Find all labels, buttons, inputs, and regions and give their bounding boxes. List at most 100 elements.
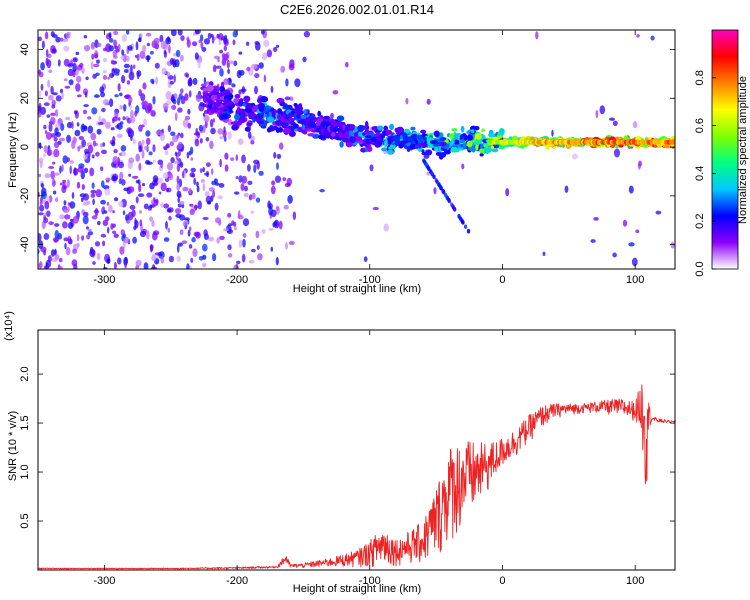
spectrogram-cell bbox=[48, 69, 53, 74]
spectrogram-cell bbox=[211, 180, 216, 186]
spectrogram-cell bbox=[44, 130, 48, 135]
spectrogram-cell bbox=[250, 140, 255, 145]
spectrogram-cell bbox=[427, 166, 431, 171]
spectrogram-cell bbox=[163, 203, 170, 209]
spectrogram-cell bbox=[50, 116, 56, 125]
spectrogram-cell bbox=[54, 223, 60, 227]
spectrogram-cell bbox=[176, 182, 180, 191]
spectrogram-cell bbox=[180, 88, 184, 94]
spectrogram-cell bbox=[214, 101, 220, 108]
spectrogram-cell bbox=[218, 39, 222, 46]
spectrogram-cell bbox=[160, 256, 164, 264]
spectrogram-cell bbox=[62, 221, 68, 229]
spectrogram-cell bbox=[317, 134, 326, 140]
spectrogram-cell bbox=[197, 200, 202, 210]
spectrogram-cell bbox=[664, 145, 670, 149]
spectrogram-cell bbox=[246, 66, 251, 72]
spectrogram-cell bbox=[128, 96, 133, 103]
spectrogram-cell bbox=[303, 30, 310, 38]
spectrogram-cell bbox=[39, 261, 43, 269]
spectrogram-cell bbox=[166, 208, 172, 213]
spectrogram-cell bbox=[89, 167, 95, 177]
spectrogram-cell bbox=[323, 115, 330, 120]
spectrogram-cell bbox=[146, 230, 150, 240]
spectrogram-cell bbox=[193, 177, 197, 186]
spectrogram-cell bbox=[63, 237, 69, 242]
spectrogram-cell bbox=[90, 132, 97, 141]
spectrogram-cell bbox=[127, 45, 133, 51]
spectrogram-cell bbox=[374, 140, 382, 147]
spectrogram-cell bbox=[187, 108, 191, 115]
spectrogram-cell bbox=[175, 49, 181, 58]
snr-marks bbox=[38, 354, 675, 570]
spectrogram-cell bbox=[176, 190, 182, 198]
spectrogram-cell bbox=[288, 240, 295, 246]
spectrogram-cell bbox=[145, 159, 150, 165]
spectrogram-cell bbox=[278, 220, 283, 230]
spectrogram-cell bbox=[53, 238, 58, 243]
spectrogram-cell bbox=[227, 68, 231, 75]
spectrogram-cell bbox=[50, 170, 56, 180]
spectrogram-cell bbox=[176, 97, 181, 106]
spectrogram-cell bbox=[43, 250, 47, 256]
spectrogram-cell bbox=[39, 160, 43, 169]
spectrogram-cell bbox=[462, 142, 467, 150]
spectrogram-cell bbox=[447, 198, 451, 204]
spectrogram-cell bbox=[441, 189, 445, 194]
spectrogram-cell bbox=[126, 127, 133, 135]
spectrogram-cell bbox=[203, 38, 211, 45]
spectrogram-cell bbox=[61, 185, 67, 194]
spectrogram-cell bbox=[205, 81, 210, 85]
spectrogram-cell bbox=[227, 253, 233, 258]
spectrogram-cell bbox=[160, 182, 167, 192]
spectrogram-cell bbox=[288, 130, 296, 137]
spectrogram-cell bbox=[125, 214, 130, 221]
spectrogram-cell bbox=[434, 178, 438, 183]
spectrogram-cell bbox=[595, 109, 599, 119]
spectrogram-cell bbox=[233, 264, 239, 269]
spectrogram-cell bbox=[135, 153, 140, 162]
spectrogram-cell bbox=[260, 125, 267, 129]
spectrogram-cell bbox=[251, 192, 256, 200]
spectrogram-cell bbox=[195, 231, 201, 239]
spectrogram-cell bbox=[336, 115, 345, 122]
spectrogram-cell bbox=[71, 192, 75, 199]
snr-frame bbox=[37, 329, 676, 571]
spectrogram-cell bbox=[189, 226, 192, 231]
spectrogram-cell bbox=[410, 133, 419, 140]
spectrogram-cell bbox=[102, 75, 108, 80]
spectrogram-cell bbox=[200, 178, 205, 183]
spectrogram-cell bbox=[453, 133, 459, 141]
spectrogram-cell bbox=[232, 30, 238, 38]
spectrogram-cell bbox=[182, 170, 185, 179]
spectrogram-cell bbox=[349, 124, 355, 131]
spectrogram-cell bbox=[38, 102, 42, 112]
spectrogram-cell bbox=[152, 231, 158, 241]
spectrogram-cell bbox=[192, 77, 198, 86]
spectrogram-cell bbox=[106, 201, 110, 206]
spectrogram-cell bbox=[244, 185, 248, 192]
spectrogram-cell bbox=[277, 108, 282, 115]
spectrogram-cell bbox=[69, 165, 72, 175]
spectrogram-cell bbox=[193, 205, 199, 209]
spectrogram-cell bbox=[209, 118, 214, 128]
spectrogram-cell bbox=[275, 44, 280, 48]
spectrogram-cell bbox=[76, 94, 82, 98]
spectrogram-cell bbox=[83, 104, 89, 108]
spectrogram-cell bbox=[83, 211, 89, 217]
spectrogram-cell bbox=[97, 220, 101, 226]
spectrogram-cell bbox=[284, 182, 291, 188]
spectrogram-cell bbox=[364, 135, 372, 139]
spectrogram-cell bbox=[210, 127, 216, 135]
spectrogram-cell bbox=[79, 62, 84, 68]
spectrogram-cell bbox=[612, 120, 618, 127]
snr-background bbox=[38, 330, 675, 570]
spectrogram-cell bbox=[87, 231, 94, 236]
spectrogram-cell bbox=[65, 247, 71, 256]
spectrogram-cell bbox=[170, 30, 177, 37]
spectrogram-cell bbox=[75, 51, 80, 56]
spectrogram-cell bbox=[95, 189, 103, 198]
spectrogram-cell bbox=[230, 121, 239, 125]
spectrogram-cell bbox=[93, 63, 100, 68]
spectrogram-cell bbox=[126, 55, 130, 62]
